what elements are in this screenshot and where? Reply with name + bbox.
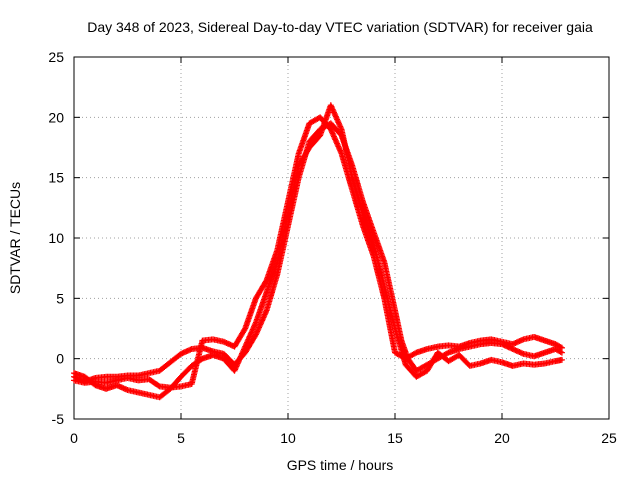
x-tick-label: 15 <box>387 430 403 446</box>
x-tick-label: 10 <box>280 430 296 446</box>
data-point <box>412 350 419 357</box>
data-point <box>444 350 451 357</box>
data-point <box>558 344 565 351</box>
data-point <box>558 356 565 363</box>
x-tick-label: 5 <box>177 430 185 446</box>
axis-ticks: 0 5 10 15 20 25 -5 0 5 10 15 20 25 <box>48 49 617 446</box>
x-tick-label: 20 <box>494 430 510 446</box>
y-tick-label: 20 <box>48 109 64 125</box>
y-tick-label: 25 <box>48 49 64 65</box>
chart-title: Day 348 of 2023, Sidereal Day-to-day VTE… <box>87 19 593 35</box>
data-point <box>262 278 269 285</box>
y-axis-label: SDTVAR / TECUs <box>7 182 23 294</box>
data-point <box>155 382 162 389</box>
y-tick-label: -5 <box>52 411 65 427</box>
y-tick-label: 5 <box>56 290 64 306</box>
x-axis-label: GPS time / hours <box>287 457 394 473</box>
x-tick-label: 0 <box>70 430 78 446</box>
y-tick-label: 10 <box>48 230 64 246</box>
y-tick-label: 15 <box>48 170 64 186</box>
data-point <box>241 326 248 333</box>
data-points <box>71 102 565 401</box>
y-tick-label: 0 <box>56 351 64 367</box>
x-tick-label: 25 <box>601 430 617 446</box>
data-point <box>557 344 564 351</box>
